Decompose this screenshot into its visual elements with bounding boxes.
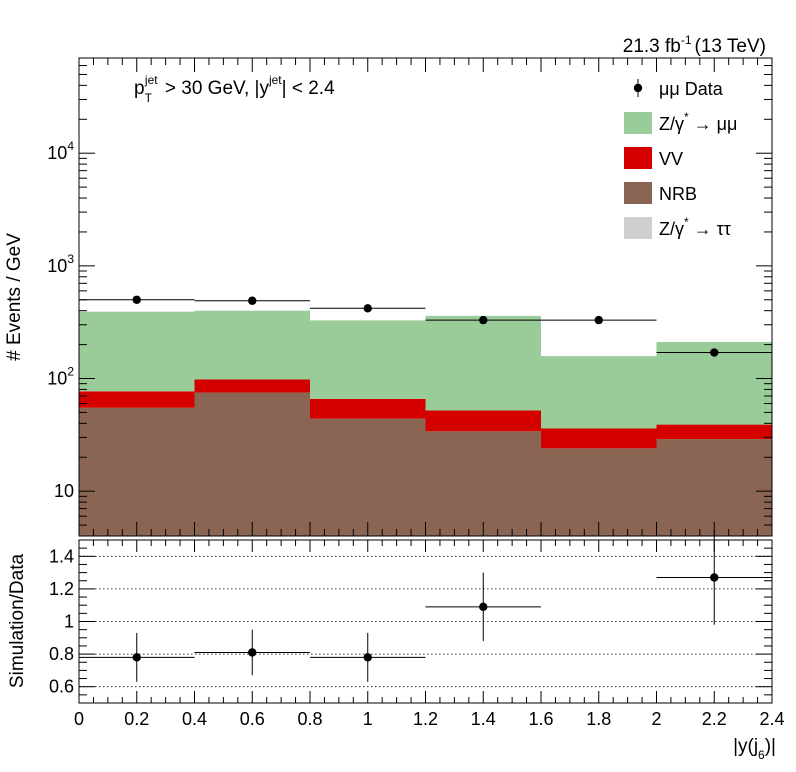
x-tick-label-9: 1.8	[586, 709, 611, 729]
legend-label-data: μμ Data	[659, 79, 724, 99]
legend-swatch-zmm	[624, 112, 652, 134]
legend-label-vv: VV	[659, 149, 683, 169]
data-point-5	[710, 348, 719, 357]
legend: μμ Data Z/γ* → μμ VV NRB Z/γ* → ττ	[624, 79, 737, 239]
ratio-point-0	[132, 653, 141, 662]
stack-bar-nrb-1	[194, 392, 310, 536]
stack-bar-vv-0	[79, 391, 195, 408]
x-tick-label-12: 2.4	[759, 709, 784, 729]
ratio-ytick-label-4: 1.4	[49, 546, 74, 566]
x-axis: 0 0.2 0.4 0.6 0.8 1 1.2 1.4 1.6 1.8 2 2.2 2.4	[74, 540, 785, 729]
stack-bar-vv-3	[425, 410, 541, 432]
ratio-point-4	[710, 573, 719, 582]
ratio-ytick-label-2: 1	[64, 612, 74, 632]
legend-swatch-ztt	[624, 217, 652, 239]
cut-label: pTjet > 30 GeV, |yjet| < 2.4	[134, 73, 335, 105]
legend-label-zmm: Z/γ* → μμ	[659, 110, 737, 134]
x-tick-label-5: 1	[363, 709, 373, 729]
legend-label-ztt: Z/γ* → ττ	[659, 215, 731, 239]
ratio-y-axis: 0.6 0.8 1 1.2 1.4	[49, 539, 772, 704]
stack-bar-z--2	[310, 320, 426, 399]
stack-bar-z--1	[194, 310, 310, 380]
main-ytick-label-2: 103	[47, 252, 74, 276]
ratio-ytick-label-1: 0.8	[49, 644, 74, 664]
ratio-point-1	[248, 648, 257, 657]
data-points	[79, 295, 772, 357]
main-panel: 10 102 103 104 21.3 fb-1 (13 TeV) pTjet > 30…	[4, 33, 773, 537]
data-point-4	[594, 315, 603, 325]
stack-bar-nrb-5	[656, 439, 772, 536]
stack-bar-nrb-3	[425, 431, 541, 536]
ratio-ytick-label-3: 1.2	[49, 579, 74, 599]
legend-data-marker	[633, 83, 643, 93]
ratio-y-label: Simulation/Data	[7, 554, 28, 689]
legend-swatch-nrb	[624, 182, 652, 204]
ratio-ytick-label-0: 0.6	[49, 677, 74, 697]
x-tick-label-4: 0.8	[297, 709, 322, 729]
main-y-axis: 10 102 103 104	[47, 57, 772, 537]
x-tick-label-8: 1.6	[528, 709, 553, 729]
data-point-0	[132, 295, 141, 304]
stack-bar-z--0	[79, 311, 195, 392]
main-ytick-label-1: 102	[47, 365, 74, 389]
stack-bar-vv-4	[541, 428, 657, 449]
lumi-label: 21.3 fb-1 (13 TeV)	[623, 33, 766, 57]
stack-bar-z--4	[541, 356, 657, 429]
ratio-point-3	[479, 602, 488, 612]
x-tick-label-11: 2.2	[702, 709, 727, 729]
main-ytick-label-0: 10	[54, 481, 74, 501]
stack-bar-nrb-0	[79, 407, 195, 536]
data-point-2	[363, 304, 372, 313]
data-point-1	[248, 296, 257, 305]
ratio-panel: 0.6 0.8 1 1.2 1.4 0 0.2 0.4 0.6 0.8 1 1.2 1.4 1.6 1.8…	[7, 530, 785, 762]
ratio-gridlines	[79, 555, 772, 688]
stack-bar-nrb-4	[541, 448, 657, 536]
x-tick-label-0: 0	[74, 709, 84, 729]
stack-bar-nrb-2	[310, 418, 426, 536]
x-tick-label-3: 0.6	[240, 709, 265, 729]
legend-label-nrb: NRB	[659, 184, 697, 204]
stack-bar-z--3	[425, 315, 541, 411]
x-tick-label-2: 0.4	[182, 709, 207, 729]
main-y-label: # Events / GeV	[4, 233, 25, 361]
stack-bar-vv-1	[194, 379, 310, 393]
legend-swatch-vv	[624, 147, 652, 169]
x-tick-label-7: 1.4	[471, 709, 496, 729]
data-point-3	[479, 315, 488, 325]
main-ytick-label-3: 104	[47, 139, 74, 163]
stack-bar-vv-5	[656, 424, 772, 440]
x-tick-label-6: 1.2	[413, 709, 438, 729]
stack-bar-vv-2	[310, 398, 426, 419]
ratio-points	[79, 530, 772, 682]
x-tick-label-10: 2	[651, 709, 661, 729]
stack-histogram	[79, 310, 772, 536]
x-axis-label: |y(j6)|	[733, 736, 776, 762]
x-tick-label-1: 0.2	[124, 709, 149, 729]
ratio-point-2	[363, 653, 372, 662]
main-x-ticks	[78, 58, 773, 536]
